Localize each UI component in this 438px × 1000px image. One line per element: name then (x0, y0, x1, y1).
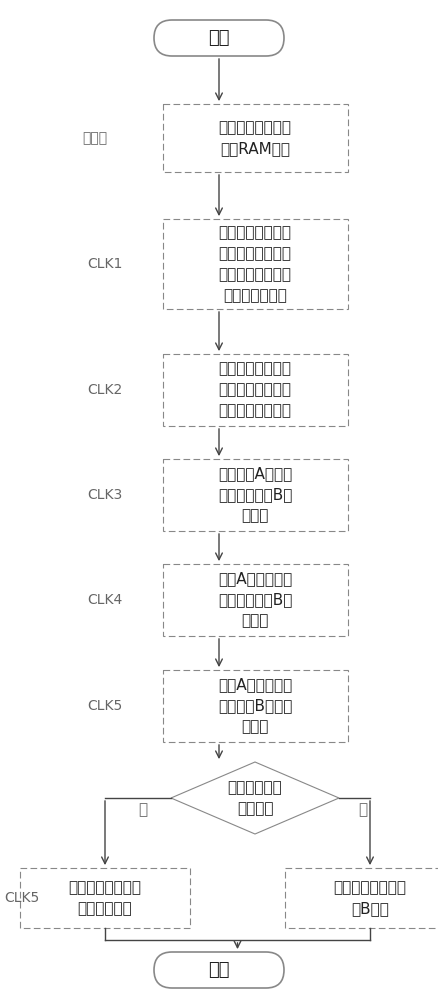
Text: CLK4: CLK4 (87, 593, 123, 607)
FancyBboxPatch shape (162, 104, 347, 172)
Text: 端口A读出数据有
效，端口B写入地
址有效: 端口A读出数据有 效，端口B写入地 址有效 (218, 678, 292, 734)
Text: CLK3: CLK3 (87, 488, 123, 502)
FancyBboxPatch shape (20, 868, 190, 928)
Text: CLK2: CLK2 (87, 383, 123, 397)
FancyBboxPatch shape (154, 952, 284, 988)
Text: 相邻图像数据
是否相等: 相邻图像数据 是否相等 (228, 780, 283, 816)
Text: CLK5: CLK5 (87, 699, 123, 713)
Text: 是: 是 (138, 802, 148, 818)
Text: 把直方图信息从端
口B写入: 把直方图信息从端 口B写入 (333, 880, 406, 916)
FancyBboxPatch shape (162, 670, 347, 742)
FancyBboxPatch shape (162, 459, 347, 531)
Text: 对帧同步、行同步
和图像数据延时，
且保证帧消隐时图
像数据保持不变: 对帧同步、行同步 和图像数据延时， 且保证帧消隐时图 像数据保持不变 (219, 225, 292, 303)
Text: 在帧间隔期间对双
端口RAM清零: 在帧间隔期间对双 端口RAM清零 (219, 120, 292, 156)
Text: CLK1: CLK1 (87, 257, 123, 271)
Text: 产生端口A读出地
址，产生端口B写
入使能: 产生端口A读出地 址，产生端口B写 入使能 (218, 466, 292, 524)
Text: 端口A读出地址有
效，产生端口B写
入地址: 端口A读出地址有 效，产生端口B写 入地址 (218, 572, 292, 629)
Text: 开始: 开始 (208, 29, 230, 47)
Text: 否: 否 (358, 802, 367, 818)
Text: 结束: 结束 (208, 961, 230, 979)
Text: 对图像数据延时，
产生前后两个图像
数据是否一致标识: 对图像数据延时， 产生前后两个图像 数据是否一致标识 (219, 361, 292, 418)
Text: 帧间隔: 帧间隔 (82, 131, 108, 145)
FancyBboxPatch shape (162, 219, 347, 309)
FancyBboxPatch shape (285, 868, 438, 928)
Polygon shape (171, 762, 339, 834)
Text: CLK5: CLK5 (4, 891, 39, 905)
Text: 使用寄存器暂时存
储直方图信息: 使用寄存器暂时存 储直方图信息 (68, 880, 141, 916)
FancyBboxPatch shape (154, 20, 284, 56)
FancyBboxPatch shape (162, 354, 347, 426)
FancyBboxPatch shape (162, 564, 347, 636)
